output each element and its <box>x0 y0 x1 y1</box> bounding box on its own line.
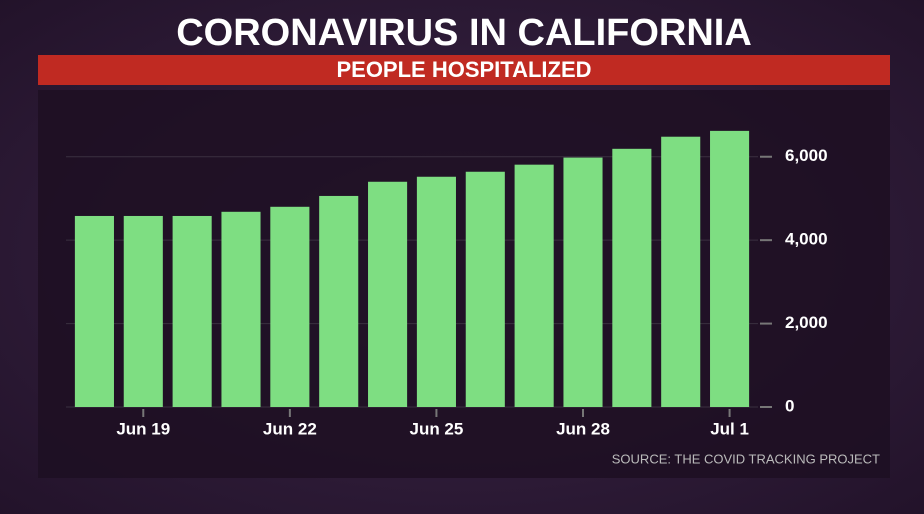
bar <box>123 215 163 407</box>
bar <box>221 211 261 407</box>
y-tick-label: 0 <box>785 396 794 415</box>
bar <box>368 181 408 407</box>
subtitle-banner <box>38 55 890 85</box>
source-note: SOURCE: THE COVID TRACKING PROJECT <box>612 451 880 466</box>
x-tick-label: Jun 25 <box>409 419 463 438</box>
bar <box>74 215 114 407</box>
bar <box>563 157 603 407</box>
x-tick-label: Jun 19 <box>116 419 170 438</box>
chart-title: CORONAVIRUS IN CALIFORNIA <box>176 12 752 54</box>
bar <box>465 171 505 407</box>
bar <box>710 130 750 407</box>
chart-subtitle: PEOPLE HOSPITALIZED <box>336 57 591 82</box>
y-tick-label: 6,000 <box>785 146 828 165</box>
bar <box>612 148 652 408</box>
y-tick-label: 4,000 <box>785 230 828 249</box>
bar <box>172 215 212 407</box>
bar <box>416 176 456 407</box>
bar <box>270 206 310 407</box>
bar <box>661 136 701 407</box>
x-tick-label: Jun 28 <box>556 419 610 438</box>
x-tick-label: Jul 1 <box>710 419 749 438</box>
bar <box>514 164 554 407</box>
x-tick-label: Jun 22 <box>263 419 317 438</box>
bar <box>319 195 359 407</box>
y-tick-label: 2,000 <box>785 313 828 332</box>
